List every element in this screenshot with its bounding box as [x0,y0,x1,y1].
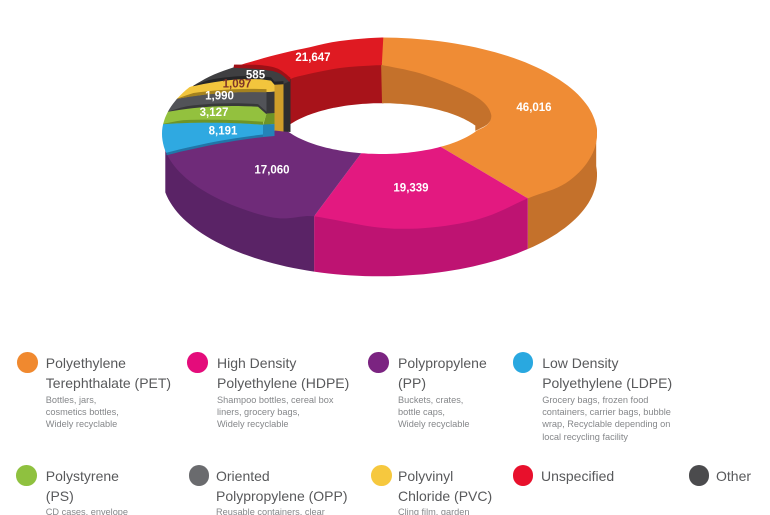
svg-text:21,647: 21,647 [295,52,330,64]
svg-text:585: 585 [246,70,266,82]
svg-text:1,097: 1,097 [223,79,252,91]
svg-text:3,127: 3,127 [200,107,229,119]
svg-text:8,191: 8,191 [209,126,238,138]
svg-text:19,339: 19,339 [393,183,428,195]
svg-text:46,016: 46,016 [516,102,551,114]
svg-text:17,060: 17,060 [254,165,289,177]
svg-text:1,990: 1,990 [205,91,234,103]
